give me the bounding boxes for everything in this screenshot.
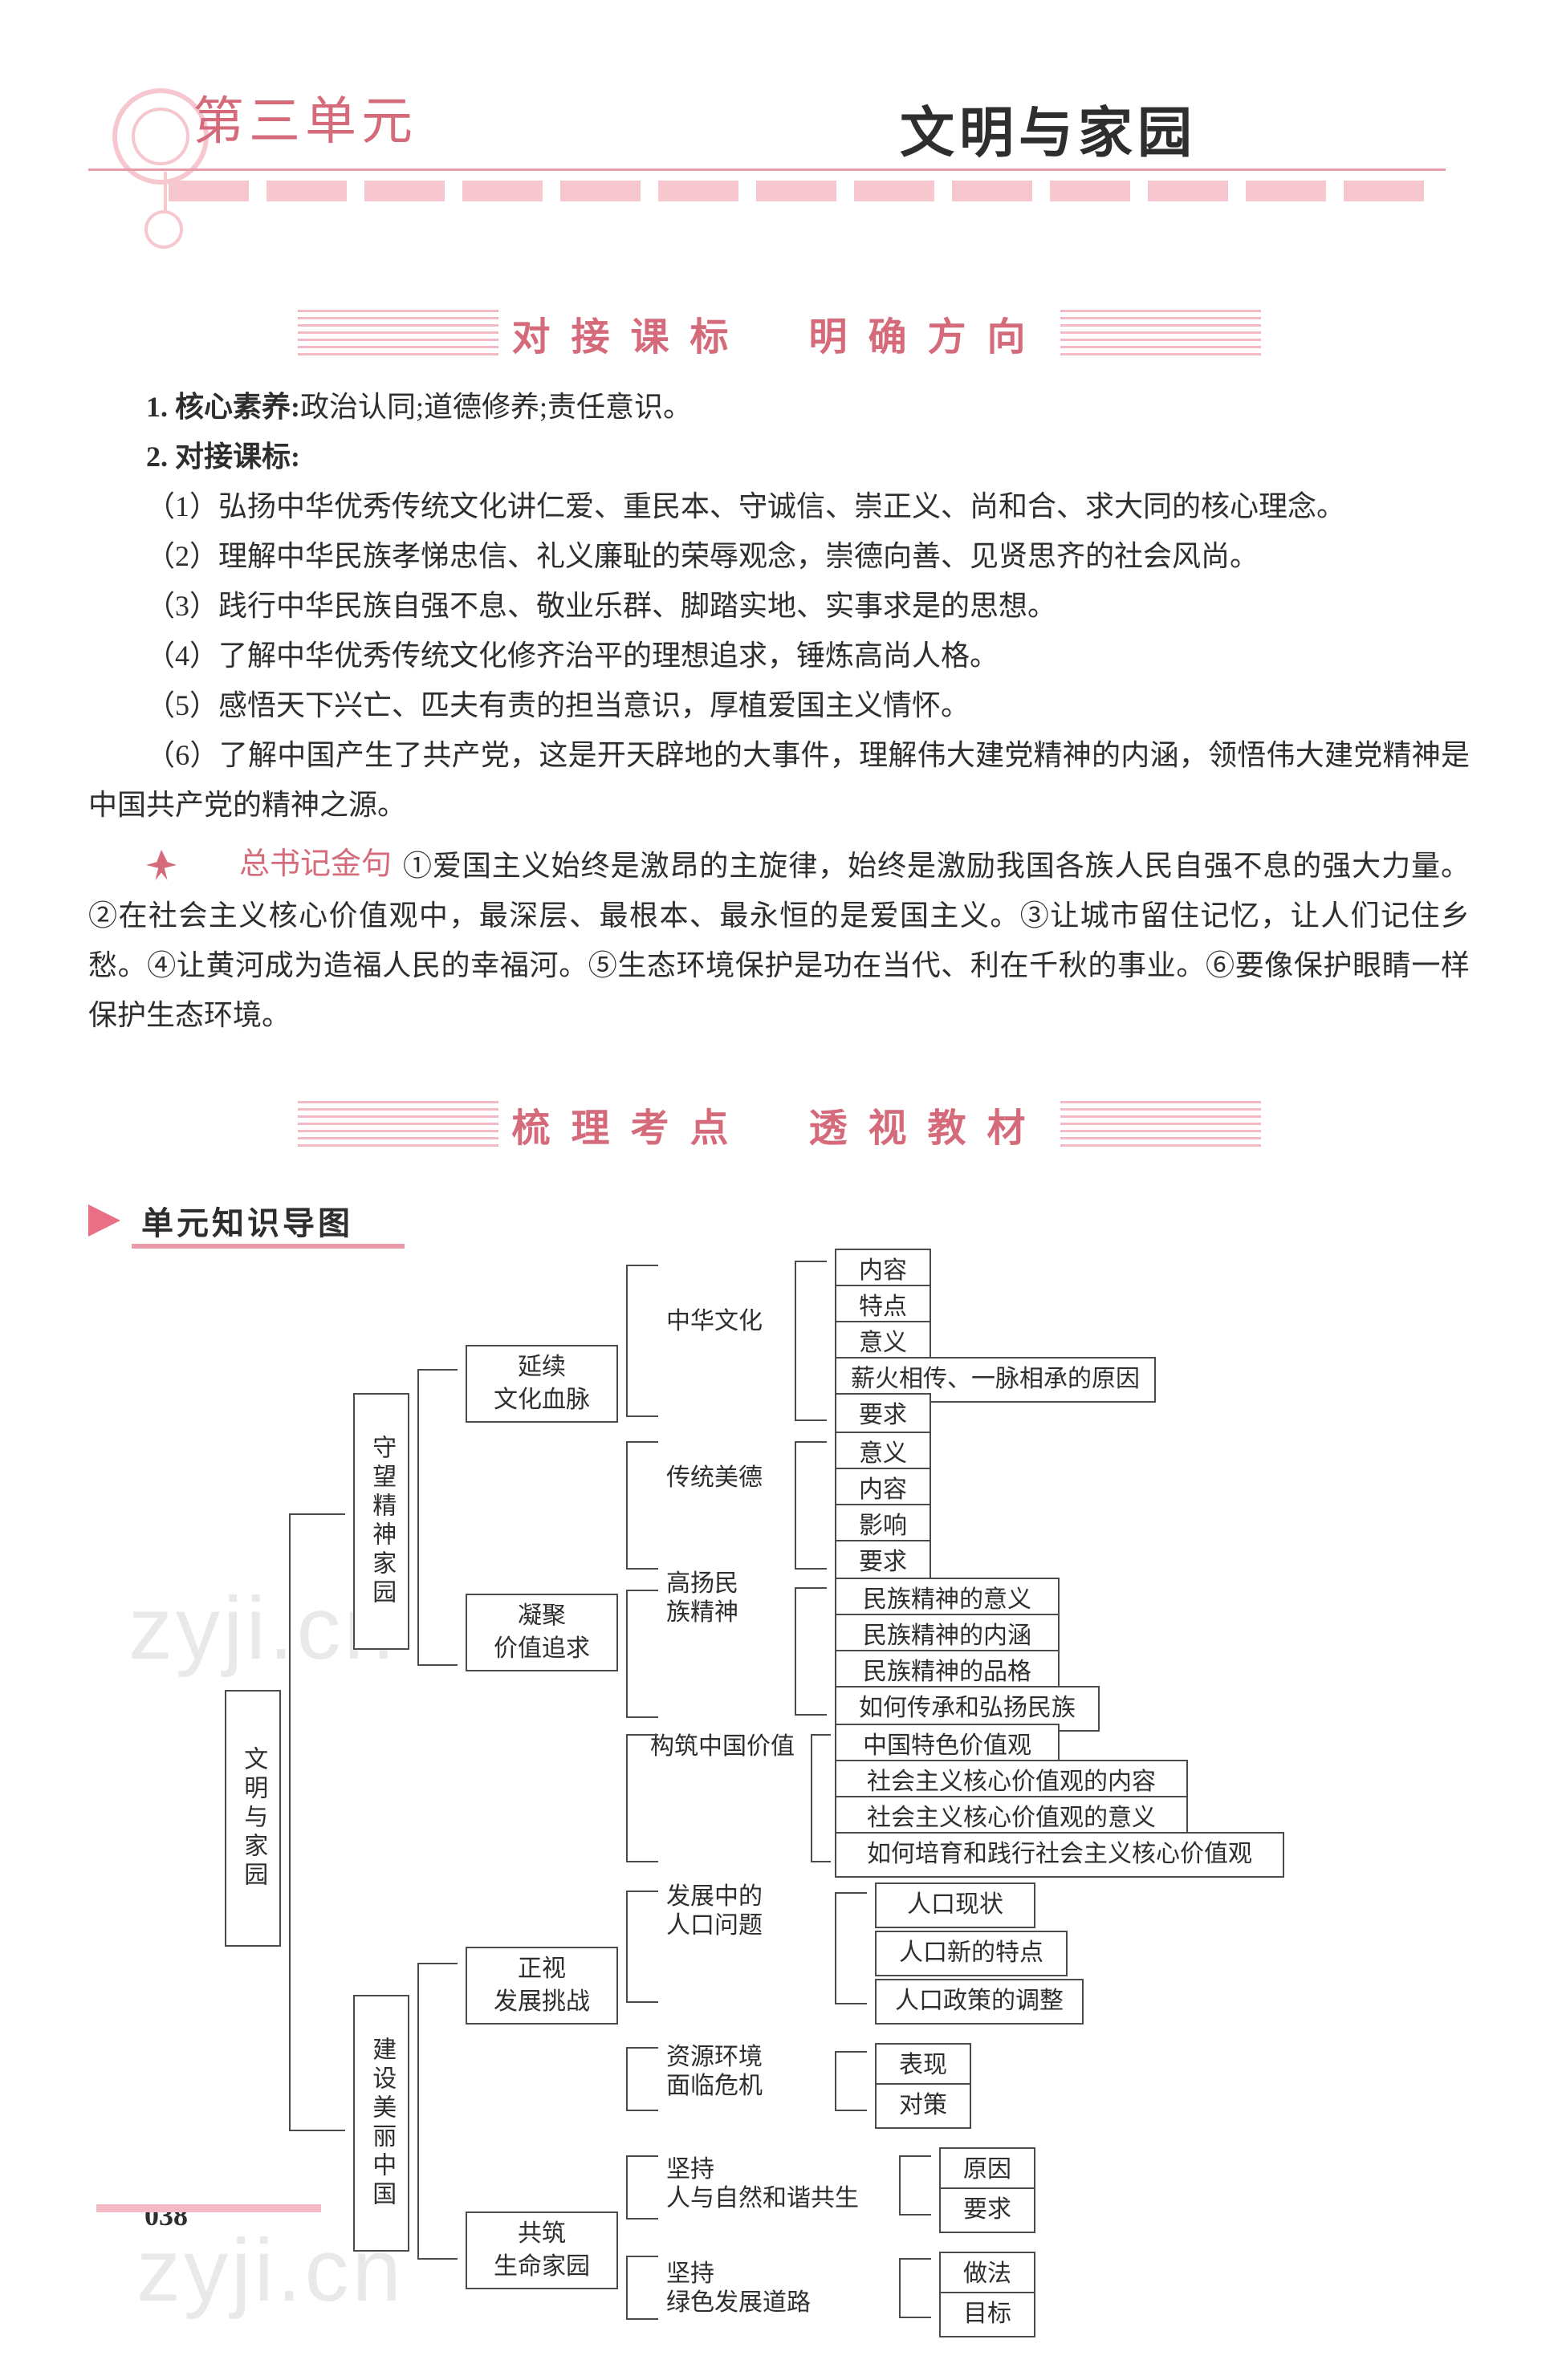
divider-line — [88, 169, 1446, 171]
bracket-icon — [626, 1734, 658, 1862]
lead-1: 1. 核心素养: — [146, 391, 300, 423]
lab-fzrk: 发展中的人口问题 — [666, 1882, 763, 1940]
std-3: （3）践行中华民族自强不息、敬业乐群、脚踏实地、实事求是的思想。 — [88, 581, 1470, 631]
leaf: 原因 — [939, 2147, 1035, 2193]
bracket-icon — [626, 2155, 658, 2220]
bracket-icon — [626, 1265, 658, 1417]
lab-jcrzr: 坚持人与自然和谐共生 — [666, 2155, 859, 2213]
bracket-icon — [626, 2047, 658, 2111]
arrow-right-icon — [88, 1204, 120, 1237]
std-4: （4）了解中华优秀传统文化修齐治平的理想追求，锤炼高尚人格。 — [88, 631, 1470, 680]
leaf: 人口现状 — [875, 1882, 1035, 1928]
leaf: 目标 — [939, 2292, 1035, 2337]
leaf: 人口政策的调整 — [875, 1979, 1084, 2025]
lab-zyhj: 资源环境面临危机 — [666, 2043, 763, 2101]
bracket-icon — [899, 2155, 931, 2216]
page-number: 038 — [96, 2199, 188, 2232]
bracket-icon — [899, 2258, 931, 2318]
quote-para: 总书记金句 ①爱国主义始终是激昂的主旋律，始终是激励我国各族人民自强不息的强大力… — [88, 841, 1470, 1040]
bracket-icon — [626, 1891, 658, 2003]
lead-2: 2. 对接课标: — [146, 441, 300, 473]
lab-ctmd: 传统美德 — [666, 1461, 763, 1495]
sub-head: 单元知识导图 — [128, 1192, 366, 1249]
node-b1: 守望精神家园 — [353, 1393, 409, 1650]
knowledge-map: zyji.cn zyji.cn 文明与家园 守望精神家园 建设美丽中国 延续文化… — [88, 1273, 1470, 2380]
leaf: 人口新的特点 — [875, 1931, 1068, 1976]
leaf: 如何培育和践行社会主义核心价值观 — [835, 1832, 1284, 1878]
node-b1c2: 凝聚价值追求 — [466, 1594, 618, 1671]
std-1: （1）弘扬中华优秀传统文化讲仁爱、重民本、守诚信、崇正义、尚和合、求大同的核心理… — [88, 481, 1470, 531]
lab-jclsfz: 坚持绿色发展道路 — [666, 2260, 811, 2317]
node-b2c1: 正视发展挑战 — [466, 1947, 618, 2025]
sub-head-wrap: 单元知识导图 — [88, 1192, 1470, 1249]
section-banner-2: 梳理考点 透视教材 — [330, 1096, 1229, 1152]
unit-header: 第三单元 文明与家园 — [88, 72, 1470, 249]
leaf: 对策 — [875, 2083, 971, 2129]
unit-label: 第三单元 — [193, 80, 417, 154]
quote-tag: 总书记金句 — [178, 839, 395, 889]
chapter-title: 文明与家园 — [900, 88, 1197, 168]
node-b2: 建设美丽中国 — [353, 1995, 409, 2252]
lab-gymzjs: 高扬民族精神 — [666, 1570, 738, 1627]
bracket-icon — [626, 2256, 658, 2320]
node-b1c1: 延续文化血脉 — [466, 1345, 618, 1423]
body-block-1: 1. 核心素养:政治认同;道德修养;责任意识。 2. 对接课标: （1）弘扬中华… — [88, 382, 1470, 1040]
bracket-icon — [417, 1369, 458, 1666]
bracket-icon — [289, 1513, 345, 2131]
section-banner-1: 对接课标 明确方向 — [330, 305, 1229, 361]
bracket-icon — [626, 1590, 658, 1718]
core-literacy-text: 政治认同;道德修养;责任意识。 — [300, 391, 692, 423]
decor-small-ring-icon — [144, 210, 183, 249]
std-6: （6）了解中国产生了共产党，这是开天辟地的大事件，理解伟大建党精神的内涵，领悟伟… — [88, 730, 1470, 830]
bracket-icon — [835, 1892, 867, 2004]
feather-icon — [146, 850, 177, 880]
std-5: （5）感悟天下兴亡、匹夫有责的担当意识，厚植爱国主义情怀。 — [88, 680, 1470, 730]
leaf: 表现 — [875, 2043, 971, 2089]
leaf: 做法 — [939, 2252, 1035, 2297]
bracket-icon — [417, 1963, 458, 2260]
lab-gzzgjz: 构筑中国价值 — [650, 1730, 795, 1764]
bracket-icon — [795, 1261, 827, 1421]
bracket-icon — [795, 1441, 827, 1570]
standards-lead: 2. 对接课标: — [88, 432, 1470, 481]
bracket-icon — [811, 1734, 831, 1862]
core-literacy: 1. 核心素养:政治认同;道德修养;责任意识。 — [88, 382, 1470, 432]
bracket-icon — [626, 1441, 658, 1570]
dash-row-icon — [169, 181, 1446, 203]
bracket-icon — [835, 2051, 867, 2111]
lab-zhwh: 中华文化 — [666, 1305, 763, 1338]
std-2: （2）理解中华民族孝悌忠信、礼义廉耻的荣辱观念，崇德向善、见贤思齐的社会风尚。 — [88, 531, 1470, 581]
node-root: 文明与家园 — [225, 1690, 281, 1947]
bracket-icon — [795, 1587, 827, 1716]
leaf: 要求 — [939, 2187, 1035, 2233]
node-b2c2: 共筑生命家园 — [466, 2211, 618, 2289]
